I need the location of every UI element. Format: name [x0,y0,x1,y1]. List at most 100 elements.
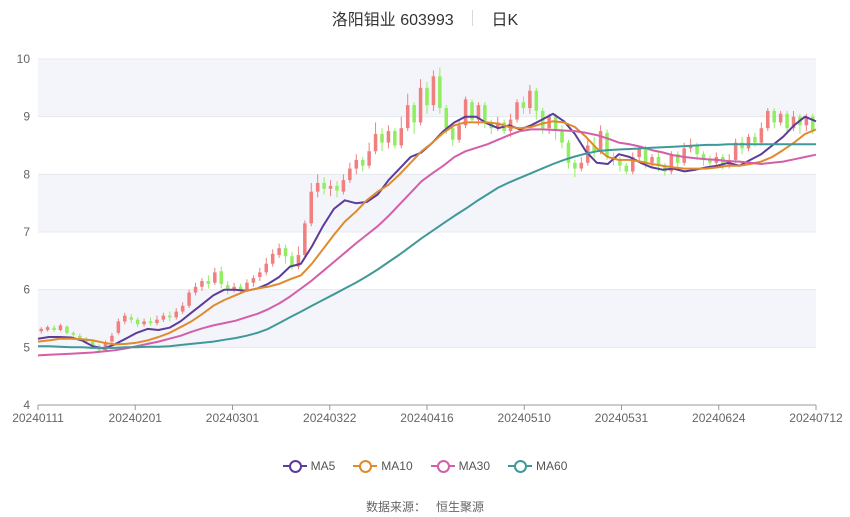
candle-body [380,133,384,143]
candle-body [367,151,371,166]
candle-body [258,272,262,277]
x-tick-label: 20240301 [206,411,260,425]
x-tick-label: 20240531 [595,411,649,425]
chart-title: 洛阳钼业 603993 日K [0,6,850,30]
candle-body [129,317,133,320]
candle-body [553,116,558,132]
candle-body [630,157,635,172]
candle-body [791,116,796,129]
candle-body [264,263,269,273]
candle-body [682,148,686,163]
candle-body [174,311,179,318]
candle-body [213,272,217,283]
legend-label-ma30: MA30 [458,459,491,473]
candle-body [341,180,346,192]
candle-body [483,105,487,123]
y-tick-label: 7 [23,225,30,239]
legend-item-ma10[interactable]: MA10 [353,459,413,473]
candle-body [778,113,783,123]
candle-body [142,321,146,325]
candle-body [656,157,661,166]
candle-body [155,319,159,324]
candle-body [534,90,539,111]
candle-body [354,159,359,169]
candle-body [733,142,738,160]
candle-body [598,131,603,152]
candle-body [444,108,449,129]
source-name: 恒生聚源 [436,500,485,514]
candle-body [386,131,391,143]
legend-item-ma30[interactable]: MA30 [430,459,491,473]
y-tick-label: 8 [23,167,30,181]
candle-body [669,154,674,172]
candle-body [78,335,82,339]
candle-body [438,76,442,109]
candle-body [180,305,185,312]
candle-body [200,281,204,287]
legend-label-ma10: MA10 [381,459,413,473]
candle-body [811,116,815,132]
candle-body [528,90,532,109]
candle-body [251,278,256,283]
candle-body [148,321,153,324]
candle-body [270,253,275,264]
candle-body [624,165,629,172]
candle-body [206,281,211,284]
legend-item-ma60[interactable]: MA60 [508,459,567,473]
legend-item-ma5[interactable]: MA5 [282,459,335,473]
stock-name: 洛阳钼业 603993 [331,12,454,29]
candle-body [193,286,198,293]
candle-body [348,168,352,181]
x-tick-label: 20240201 [109,411,163,425]
candle-body [399,128,404,146]
candle-body [772,110,776,123]
candle-body [592,145,596,152]
candle-body [90,341,95,347]
title-separator [472,10,474,26]
candle-body [618,159,622,166]
candle-body [283,248,288,257]
legend-swatch-ma5 [282,460,307,473]
candle-body [476,105,481,120]
candle-body [161,315,166,320]
y-tick-label: 5 [23,340,30,354]
candle-body [650,157,654,163]
candle-body [335,185,339,191]
candle-body [425,87,429,106]
candle-body [753,136,757,143]
candle-body [245,282,249,290]
candle-body [135,319,140,325]
candle-body [65,326,69,333]
x-tick-label: 20240322 [303,411,357,425]
candle-body [232,286,236,290]
candle-body [39,328,43,332]
candle-body [187,292,191,306]
x-tick-label: 20240712 [789,411,843,425]
candle-body [566,142,571,163]
candle-body [322,182,326,189]
candle-body [373,133,378,152]
candle-body [412,105,416,123]
candle-body [303,223,307,256]
candle-body [277,248,281,256]
x-tick-label: 20240416 [400,411,454,425]
candle-body [701,154,706,160]
candle-body [495,122,500,129]
candle-body [328,185,333,189]
candle-body [579,162,584,169]
candle-body [225,285,230,290]
candle-body [740,142,744,149]
candle-body [123,315,127,322]
candle-body [463,99,468,126]
candle-body [804,116,809,126]
candle-body [605,132,609,158]
y-tick-label: 10 [17,52,31,66]
candle-body [52,327,56,331]
candle-body [103,342,108,351]
candle-body [470,102,474,120]
legend-swatch-ma60 [508,460,533,473]
candle-body [110,335,114,342]
candle-body [688,145,693,149]
candle-body [746,136,751,149]
